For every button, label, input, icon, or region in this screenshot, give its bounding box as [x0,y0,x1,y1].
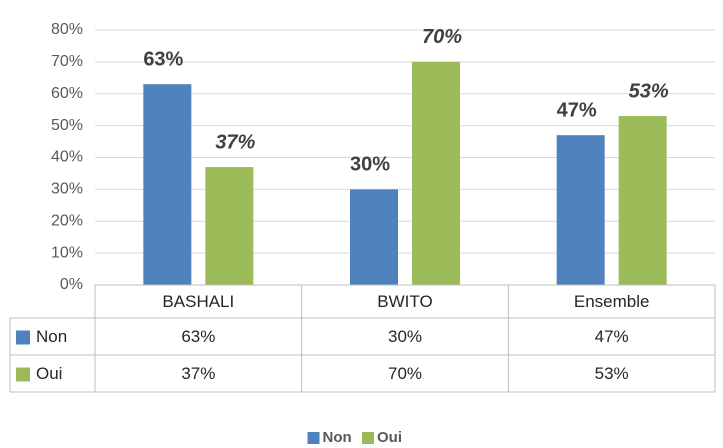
bar [143,84,192,285]
table-series-name: Oui [36,364,62,383]
y-tick-label: 50% [51,117,83,134]
table-cell: 70% [388,364,422,383]
bar [350,189,398,285]
y-tick-label: 30% [51,181,83,198]
table-cell: 63% [181,327,215,346]
table-cell: 30% [388,327,422,346]
bar [412,61,460,285]
data-label: 63% [143,48,183,70]
bar [205,167,254,285]
data-label: 47% [557,99,597,121]
y-tick-label: 40% [51,149,83,166]
y-tick-label: 10% [51,244,83,261]
y-tick-label: 70% [51,53,83,70]
legend-label: Oui [377,429,402,446]
x-tick-label: Ensemble [574,292,650,311]
legend-key [362,432,374,444]
y-tick-label: 20% [51,212,83,229]
table-cell: 53% [595,364,629,383]
bar [556,135,605,285]
data-label: 30% [350,154,390,176]
table-key [16,330,30,345]
bar [618,116,667,285]
y-tick-label: 60% [51,85,83,102]
table-key [16,367,30,382]
table-series-name: Non [36,327,67,346]
data-label: 70% [422,26,462,48]
legend-key [307,432,320,444]
y-tick-label: 0% [60,276,83,293]
legend-label: Non [323,429,352,446]
table-cell: 47% [595,327,629,346]
data-label: 53% [629,80,669,102]
x-tick-label: BASHALI [162,292,234,311]
x-tick-label: BWITO [377,292,432,311]
table-cell: 37% [181,364,215,383]
y-tick-label: 80% [51,21,83,38]
data-label: 37% [215,131,255,153]
